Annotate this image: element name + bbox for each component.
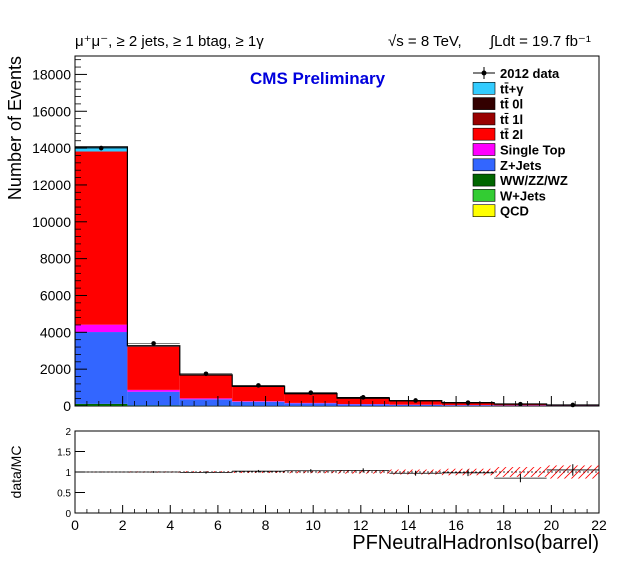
legend-label-0: 2012 data <box>500 66 560 81</box>
stack-bar-2-0 <box>75 403 128 406</box>
legend-swatch-6 <box>472 158 496 172</box>
stack-bar-3-5 <box>337 404 390 406</box>
legend-label-3: tt̄ 1l <box>500 112 523 127</box>
legend-label-7: WW/ZZ/WZ <box>500 173 568 188</box>
legend-label-1: tt̄+γ <box>500 81 524 96</box>
data-point-3 <box>256 383 261 388</box>
ratio-y-tick-label-0: 0 <box>65 509 71 520</box>
legend-data-marker <box>481 70 487 76</box>
x-tick-label-6: 12 <box>353 517 369 533</box>
data-point-4 <box>308 390 314 396</box>
x-tick-label-5: 10 <box>305 517 321 533</box>
data-point-6 <box>413 398 418 403</box>
x-tick-label-3: 6 <box>214 517 222 533</box>
stack-bar-3-6 <box>389 404 442 406</box>
legend-swatch-4 <box>472 127 496 141</box>
stack-bar-5-3 <box>232 386 285 402</box>
stack-bar-3-0 <box>75 332 128 404</box>
y-axis-label: Number of Events <box>5 56 25 200</box>
y-tick-label-1: 2000 <box>40 361 71 377</box>
legend-swatch-1 <box>472 82 496 95</box>
legend-label-8: W+Jets <box>500 188 546 203</box>
energy-label: √s = 8 TeV, <box>388 33 462 50</box>
stack-bar-3-4 <box>284 403 337 406</box>
legend-label-4: tt̄ 2l <box>500 127 523 142</box>
stack-bar-5-5 <box>337 398 390 405</box>
x-tick-label-1: 2 <box>119 517 127 533</box>
x-tick-label-10: 20 <box>544 517 560 533</box>
y-tick-label-7: 14000 <box>32 140 71 156</box>
legend-swatch-3 <box>472 112 496 126</box>
y-tick-label-8: 16000 <box>32 103 71 119</box>
selection-label: μ⁺μ⁻, ≥ 2 jets, ≥ 1 btag, ≥ 1γ <box>75 33 264 50</box>
stack-bar-5-4 <box>284 393 337 403</box>
legend-label-9: QCD <box>500 204 529 219</box>
x-tick-label-8: 16 <box>448 517 464 533</box>
y-tick-label-0: 0 <box>63 398 71 414</box>
lumi-label: ∫Ldt = 19.7 fb⁻¹ <box>489 33 591 50</box>
legend-swatch-7 <box>472 173 496 187</box>
x-tick-label-0: 0 <box>71 517 79 533</box>
stack-bar-4-3 <box>232 401 285 402</box>
data-point-8 <box>518 401 523 407</box>
x-tick-label-11: 22 <box>591 517 607 533</box>
ratio-y-tick-label-3: 1.5 <box>57 448 71 459</box>
legend-label-2: tt̄ 0l <box>500 97 523 112</box>
cms-label: CMS Preliminary <box>250 69 386 88</box>
stack-bar-3-1 <box>127 391 180 406</box>
ratio-pad: 00.511.520 2 4 6 8 10 12 14 16 18 20 22 data/MC <box>8 427 607 533</box>
x-tick-label-4: 8 <box>262 517 270 533</box>
legend-label-5: Single Top <box>500 143 566 158</box>
stack-bar-5-1 <box>127 346 180 390</box>
legend-swatch-5 <box>472 143 496 156</box>
data-point-5 <box>360 395 366 400</box>
ratio-y-label: data/MC <box>8 446 24 499</box>
y-tick-label-4: 8000 <box>40 251 71 267</box>
x-tick-label-2: 4 <box>166 517 174 533</box>
legend-swatch-8 <box>472 189 496 202</box>
x-tick-label-9: 18 <box>496 517 512 533</box>
data-point-1 <box>151 341 156 346</box>
y-tick-label-5: 10000 <box>32 214 71 230</box>
legend-swatch-9 <box>472 204 496 217</box>
stack-bar-5-0 <box>75 151 128 325</box>
legend-label-6: Z+Jets <box>500 158 542 173</box>
stack-bar-5-2 <box>179 375 233 399</box>
x-tick-label-7: 14 <box>401 517 417 533</box>
x-axis-label: PFNeutralHadronIso(barrel) <box>352 532 599 554</box>
data-point-0 <box>98 145 104 151</box>
y-tick-label-3: 6000 <box>40 287 71 303</box>
y-tick-label-2: 4000 <box>40 324 71 340</box>
stack-bar-3-3 <box>232 401 285 406</box>
data-point-9 <box>570 402 576 408</box>
y-tick-label-9: 18000 <box>32 66 71 82</box>
stack-bar-4-0 <box>75 324 128 333</box>
stack-bar-4-2 <box>179 398 233 400</box>
legend-swatch-2 <box>472 97 496 110</box>
y-tick-label-6: 12000 <box>32 177 71 193</box>
ratio-y-tick-label-2: 1 <box>65 468 71 479</box>
data-point-2 <box>203 371 209 377</box>
ratio-y-tick-label-4: 2 <box>65 427 71 438</box>
main-pad: 0 2000 4000 6000 8000 10000 12000 14000 16000 180… <box>5 55 600 414</box>
ratio-y-tick-label-1: 0.5 <box>57 489 71 500</box>
stack-bar-4-1 <box>127 389 180 392</box>
